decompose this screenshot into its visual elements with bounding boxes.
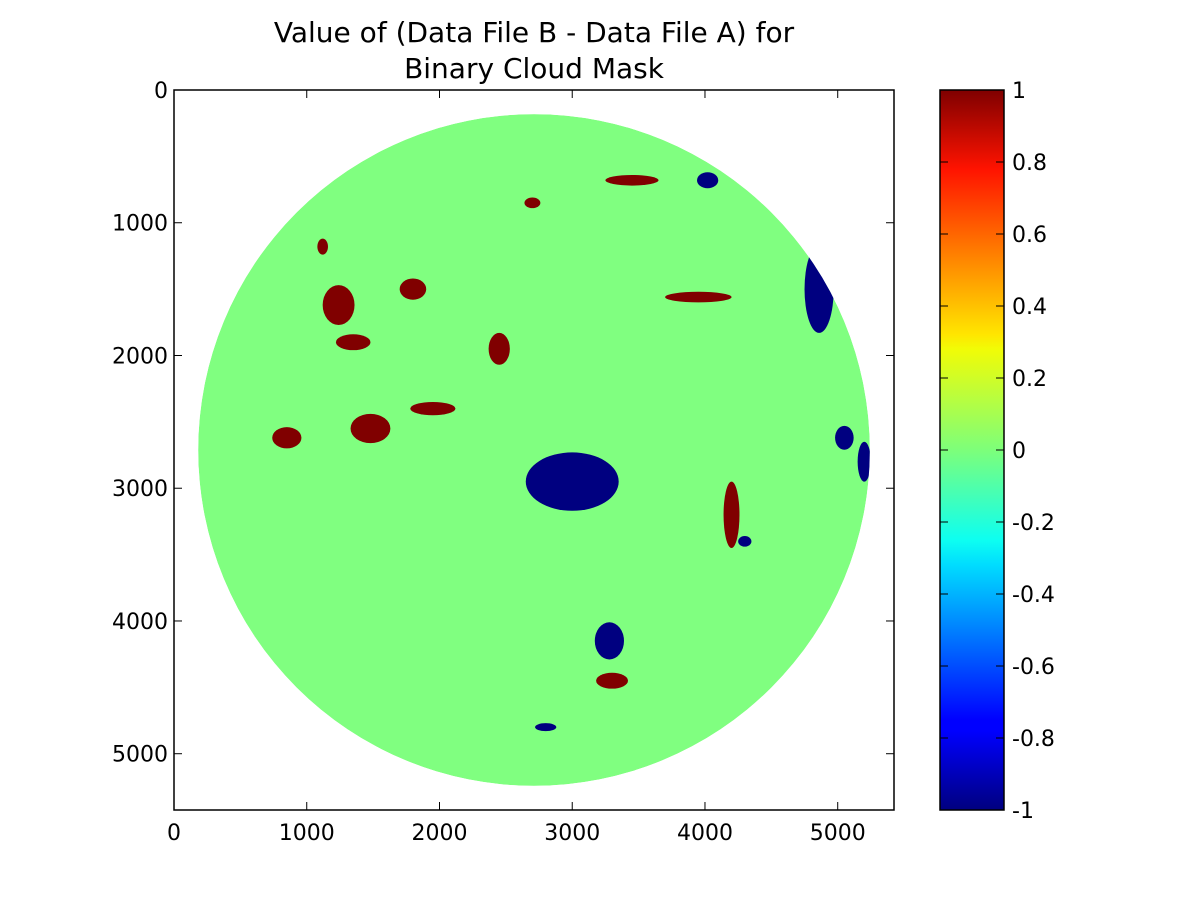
region-positive-4: [410, 401, 456, 416]
difference-regions: [272, 172, 870, 732]
colorbar-tick-label: -0.4: [1012, 583, 1055, 608]
colorbar-tick-label: -0.8: [1012, 727, 1055, 752]
y-tick-label: 2000: [112, 344, 168, 369]
y-tick-label: 5000: [112, 743, 168, 768]
region-positive-11: [488, 332, 510, 365]
colorbar-ticks: 1 0.8 0.6 0.4 0.2 0 -0.2 -0.4 -0.6 -0.8 -1: [940, 79, 1055, 824]
region-negative-16: [525, 452, 619, 511]
axes-frame: [173, 89, 895, 811]
y-axis: 0 1000 2000 3000 4000 5000: [112, 79, 894, 768]
colorbar-tick-label: -1: [1012, 799, 1034, 824]
colorbar-tick-label: 0.2: [1012, 367, 1047, 392]
region-positive-10: [399, 278, 427, 300]
region-negative-19: [738, 536, 752, 547]
region-negative-20: [535, 723, 557, 732]
colorbar-tick-label: -0.6: [1012, 655, 1055, 680]
plot-area: [174, 90, 894, 810]
region-negative-18: [857, 441, 870, 482]
x-tick-label: 1000: [279, 821, 335, 846]
colorbar-tick-label: 0.4: [1012, 295, 1047, 320]
chart-title-line-1: Value of (Data File B - Data File A) for: [274, 16, 795, 49]
region-negative-14: [697, 172, 719, 189]
x-tick-label: 0: [167, 821, 181, 846]
region-positive-8: [524, 197, 541, 209]
colorbar-tick-label: 0.8: [1012, 151, 1047, 176]
y-tick-label: 1000: [112, 212, 168, 237]
y-tick-label: 3000: [112, 477, 168, 502]
region-positive-6: [665, 291, 732, 303]
y-tick-label: 0: [154, 79, 168, 104]
colorbar-gradient: [939, 89, 1005, 811]
y-tick-label: 4000: [112, 610, 168, 635]
region-positive-2: [272, 427, 302, 449]
region-positive-7: [723, 481, 740, 548]
region-negative-17: [835, 425, 854, 450]
region-negative-15: [594, 622, 625, 660]
region-positive-9: [605, 174, 659, 186]
earth-disk: [198, 114, 870, 786]
colorbar: 1 0.8 0.6 0.4 0.2 0 -0.2 -0.4 -0.6 -0.8 -1: [939, 79, 1055, 824]
region-positive-3: [350, 413, 391, 444]
region-positive-0: [322, 285, 355, 325]
x-tick-label: 3000: [544, 821, 600, 846]
colorbar-tick-label: 1: [1012, 79, 1026, 104]
region-positive-5: [596, 672, 628, 689]
chart-title-line-2: Binary Cloud Mask: [404, 52, 665, 85]
colorbar-tick-label: 0.6: [1012, 223, 1047, 248]
x-tick-label: 4000: [677, 821, 733, 846]
colorbar-tick-label: -0.2: [1012, 511, 1055, 536]
x-tick-label: 5000: [810, 821, 866, 846]
colorbar-tick-label: 0: [1012, 439, 1026, 464]
region-positive-1: [335, 334, 371, 351]
region-positive-12: [317, 238, 328, 255]
x-tick-label: 2000: [411, 821, 467, 846]
x-axis: 0 1000 2000 3000 4000 5000: [167, 90, 866, 846]
